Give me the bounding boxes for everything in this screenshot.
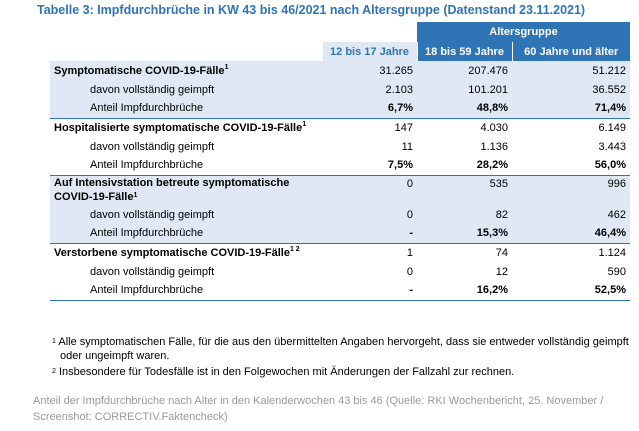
table-cell: - — [322, 281, 417, 301]
table-cell: 0 — [322, 205, 417, 224]
table-row: Verstorbene symptomatische COVID-19-Fäll… — [50, 243, 630, 262]
footnote-2: 2 Insbesondere für Todesfälle ist in den… — [52, 366, 515, 378]
table-cell: 71,4% — [512, 99, 630, 119]
table-cell: 535 — [417, 175, 512, 205]
table-row: Symptomatische COVID-19-Fälle1 31.265 20… — [50, 61, 630, 80]
table-cell: 996 — [512, 175, 630, 205]
vaccination-breakthrough-table: Altersgruppe 12 bis 17 Jahre 18 bis 59 J… — [50, 22, 630, 301]
table-cell: 1.124 — [598, 246, 626, 259]
table-row: Anteil Impfdurchbrüche - 16,2% 52,5% — [50, 281, 630, 301]
header-columns-row: 12 bis 17 Jahre 18 bis 59 Jahre 60 Jahre… — [50, 42, 630, 61]
header-group-row: Altersgruppe — [50, 22, 630, 42]
table-cell: 0 — [406, 265, 413, 278]
table-cell: 31.265 — [322, 61, 417, 80]
table-cell: 74 — [495, 246, 508, 259]
table-cell: 56,0% — [512, 156, 630, 176]
table-cell: 147 — [394, 121, 413, 134]
column-header-12-17: 12 bis 17 Jahre — [321, 42, 417, 61]
row-label: davon vollständig geimpft — [90, 140, 215, 153]
table-row: Auf Intensivstation betreute symptomatis… — [50, 175, 630, 205]
table-cell: 4.030 — [480, 121, 508, 134]
table-cell: 6,7% — [322, 99, 417, 119]
table-cell: 46,4% — [512, 224, 630, 244]
row-label: Hospitalisierte symptomatische COVID-19-… — [54, 120, 307, 134]
table-row: davon vollständig geimpft 0 12 590 — [50, 262, 630, 281]
row-label: davon vollständig geimpft — [50, 205, 322, 224]
row-label: Anteil Impfdurchbrüche — [50, 99, 322, 119]
table-cell: 28,2% — [417, 156, 512, 176]
row-label: Anteil Impfdurchbrüche — [50, 156, 322, 176]
table-cell: 48,8% — [417, 99, 512, 119]
table-cell: 7,5% — [322, 156, 417, 176]
row-label: Verstorbene symptomatische COVID-19-Fäll… — [54, 245, 300, 259]
table-cell: 12 — [495, 265, 508, 278]
table-cell: 207.476 — [417, 61, 512, 80]
table-cell: 0 — [322, 175, 417, 205]
table-row: Anteil Impfdurchbrüche 7,5% 28,2% 56,0% — [50, 156, 630, 176]
table-cell: 15,3% — [417, 224, 512, 244]
table-cell: 51.212 — [512, 61, 630, 80]
table-cell: 462 — [512, 205, 630, 224]
column-header-18-59: 18 bis 59 Jahre — [416, 42, 512, 61]
table-cell: 2.103 — [322, 80, 417, 99]
table-row: Hospitalisierte symptomatische COVID-19-… — [50, 118, 630, 137]
table-cell: 101.201 — [417, 80, 512, 99]
column-header-60-plus: 60 Jahre und älter — [511, 42, 630, 61]
table-row: davon vollständig geimpft 2.103 101.201 … — [50, 80, 630, 99]
table-row: Anteil Impfdurchbrüche - 15,3% 46,4% — [50, 224, 630, 244]
table-cell: 36.552 — [512, 80, 630, 99]
table-row: davon vollständig geimpft 0 82 462 — [50, 205, 630, 224]
table-cell: 82 — [417, 205, 512, 224]
footnote-1: 1 Alle symptomatischen Fälle, für die au… — [52, 336, 629, 362]
table-cell: 590 — [607, 265, 626, 278]
table-title: Tabelle 3: Impfdurchbrüche in KW 43 bis … — [37, 3, 586, 17]
row-label: Auf Intensivstation betreute symptomatis… — [50, 175, 322, 205]
row-label: davon vollständig geimpft — [90, 265, 215, 278]
row-label: Anteil Impfdurchbrüche — [50, 224, 322, 244]
row-label: Symptomatische COVID-19-Fälle1 — [50, 61, 322, 80]
age-group-header: Altersgruppe — [417, 22, 630, 42]
image-caption: Anteil der Impfdurchbrüche nach Alter in… — [33, 395, 604, 423]
table-row: Anteil Impfdurchbrüche 6,7% 48,8% 71,4% — [50, 99, 630, 119]
table-row: davon vollständig geimpft 11 1.136 3.443 — [50, 137, 630, 156]
table-cell: 16,2% — [417, 281, 512, 301]
table-cell: 6.149 — [598, 121, 626, 134]
row-label: davon vollständig geimpft — [50, 80, 322, 99]
table-cell: 11 — [401, 140, 413, 153]
row-label: Anteil Impfdurchbrüche — [50, 281, 322, 301]
table-cell: - — [322, 224, 417, 244]
table-cell: 1.136 — [480, 140, 508, 153]
table-cell: 52,5% — [512, 281, 630, 301]
table-cell: 1 — [406, 246, 413, 259]
footnotes: 1 Alle symptomatischen Fälle, für die au… — [52, 336, 630, 383]
table-cell: 3.443 — [598, 140, 626, 153]
